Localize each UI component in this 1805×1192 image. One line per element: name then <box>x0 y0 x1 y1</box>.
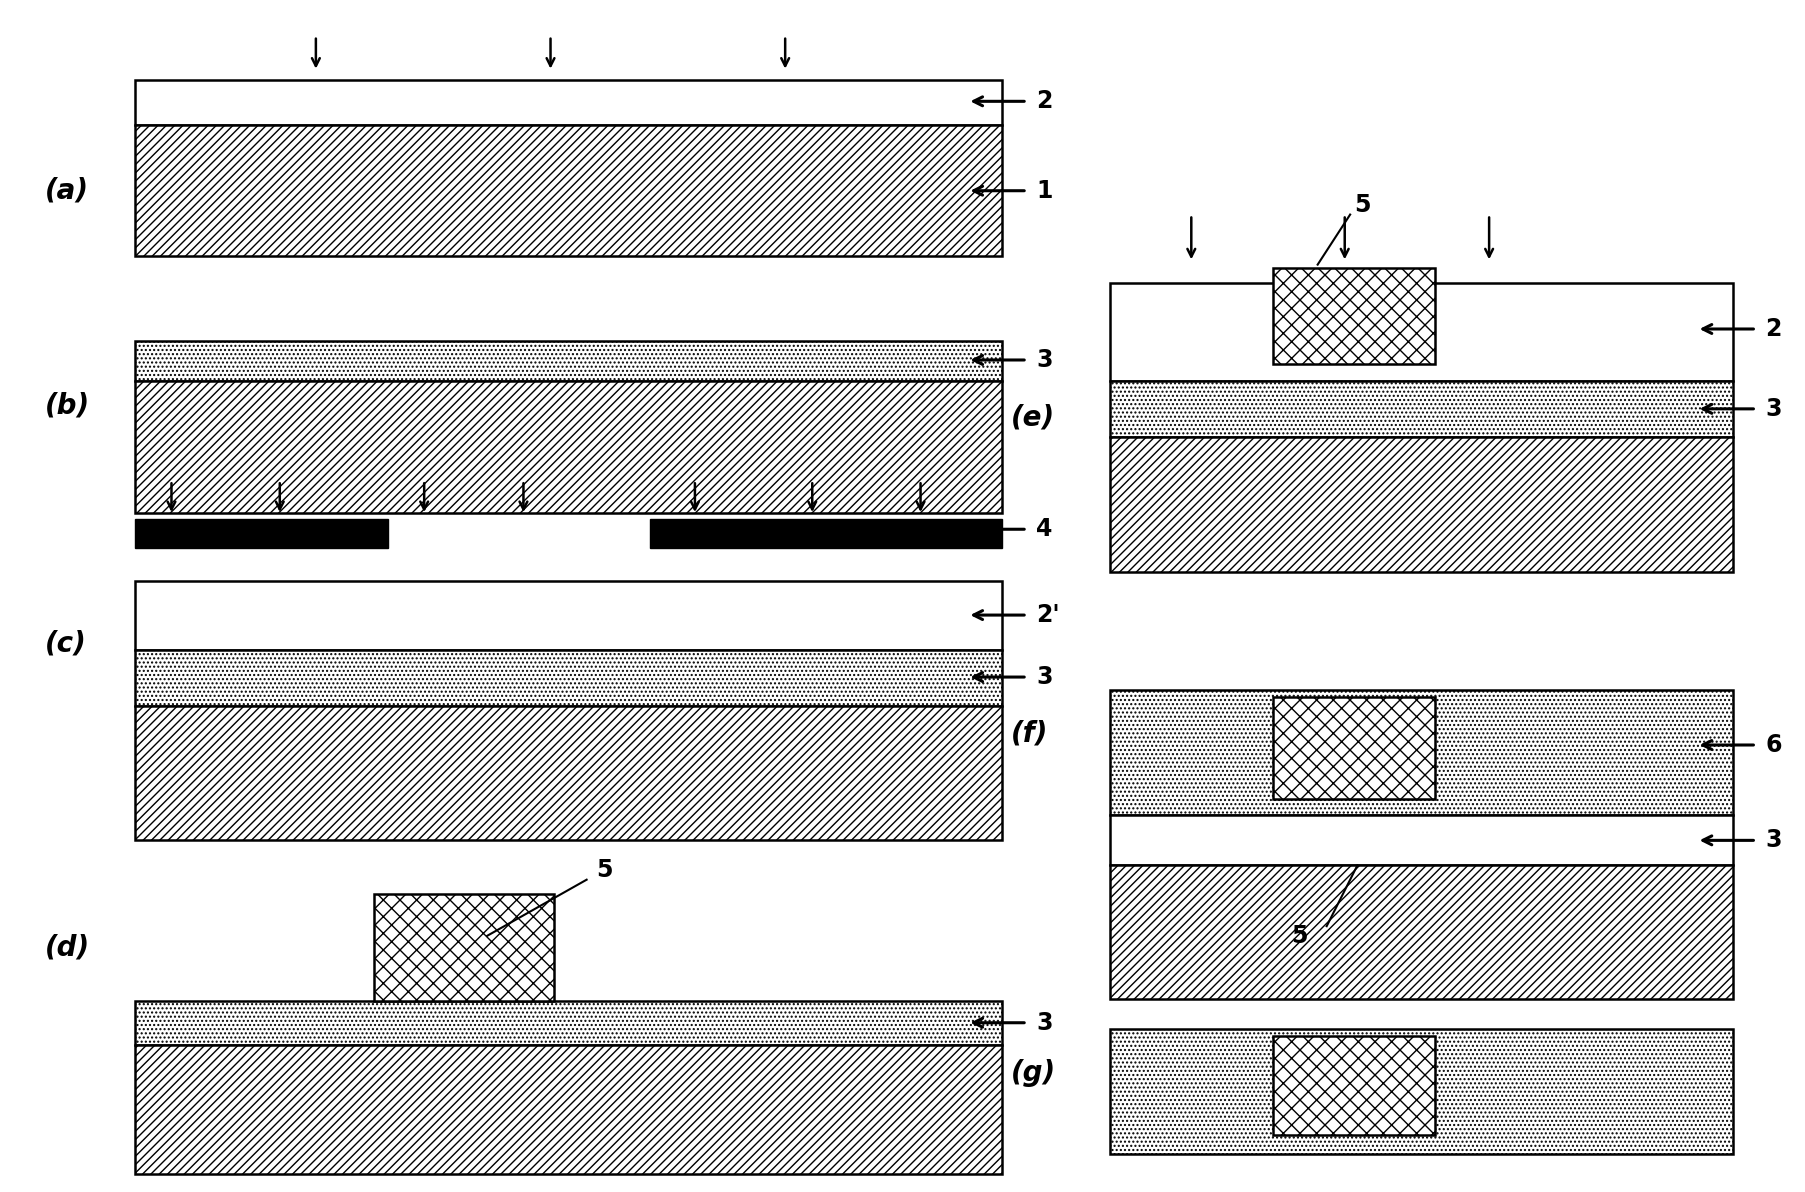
Text: 5: 5 <box>1291 924 1309 948</box>
Bar <box>1110 381 1733 437</box>
Bar <box>374 894 554 1001</box>
Text: (d): (d) <box>45 933 90 962</box>
Text: (f): (f) <box>1011 719 1049 747</box>
Text: (b): (b) <box>45 391 90 420</box>
Text: 2: 2 <box>1036 89 1052 113</box>
Bar <box>135 80 1002 125</box>
Text: 3: 3 <box>1036 348 1052 372</box>
Bar <box>135 706 1002 840</box>
Bar <box>1110 1029 1733 1154</box>
Bar <box>135 650 1002 706</box>
Bar <box>650 519 1002 548</box>
Text: (e): (e) <box>1011 403 1054 432</box>
Text: 2: 2 <box>1765 317 1782 341</box>
Bar <box>1273 268 1435 364</box>
Bar <box>1110 815 1733 865</box>
Bar <box>135 1001 1002 1045</box>
Text: (g): (g) <box>1011 1058 1056 1087</box>
Text: 3: 3 <box>1765 397 1782 421</box>
Text: 3: 3 <box>1765 828 1782 852</box>
Text: 3: 3 <box>1036 665 1052 689</box>
Text: 5: 5 <box>596 858 614 882</box>
Text: (c): (c) <box>45 629 87 658</box>
Bar <box>135 1045 1002 1174</box>
Text: 1: 1 <box>1036 179 1052 203</box>
Text: (a): (a) <box>45 176 88 205</box>
Bar <box>135 381 1002 513</box>
Bar <box>1273 1036 1435 1135</box>
Bar <box>1110 865 1733 999</box>
Bar <box>1110 437 1733 572</box>
Text: 5: 5 <box>1354 193 1372 217</box>
Text: 4: 4 <box>1036 517 1052 541</box>
Bar <box>1110 690 1733 815</box>
Bar <box>135 581 1002 650</box>
Bar <box>1273 697 1435 799</box>
Bar <box>1110 283 1733 381</box>
Bar <box>135 125 1002 256</box>
Bar <box>135 519 388 548</box>
Text: 3: 3 <box>1036 1011 1052 1035</box>
Text: 2': 2' <box>1036 603 1060 627</box>
Bar <box>135 341 1002 381</box>
Text: 6: 6 <box>1765 733 1782 757</box>
